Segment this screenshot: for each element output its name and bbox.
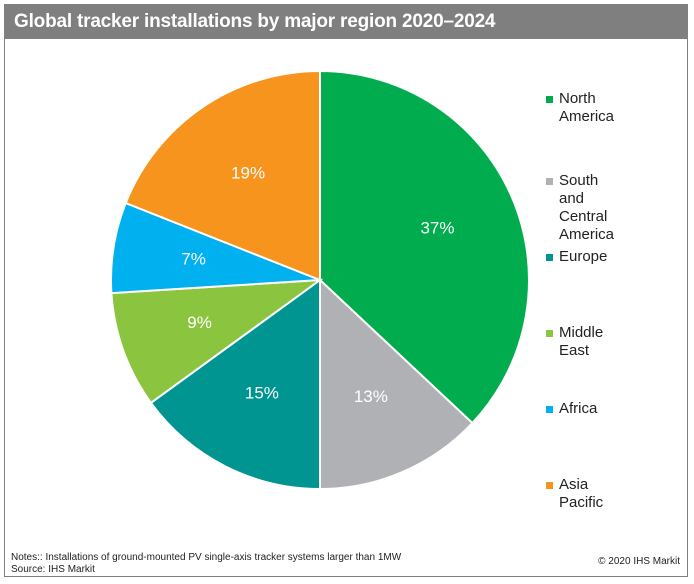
slice-label-asia-pacific: 19% bbox=[231, 164, 265, 183]
legend-label: South and Central America bbox=[559, 172, 615, 243]
legend-label: North America bbox=[559, 90, 615, 125]
slice-label-africa: 7% bbox=[181, 249, 206, 268]
pie-slice-north-america bbox=[319, 69, 530, 425]
legend-label: Middle East bbox=[559, 324, 604, 359]
slice-label-north-america: 37% bbox=[420, 219, 454, 238]
chart-title: Global tracker installations by major re… bbox=[14, 11, 496, 32]
title-bar: Global tracker installations by major re… bbox=[5, 5, 687, 39]
legend-item: South and Central America bbox=[546, 172, 614, 244]
legend-label: Europe bbox=[559, 248, 608, 265]
notes-text: Notes:: Installations of ground-mounted … bbox=[11, 552, 402, 563]
source-text: Source: IHS Markit bbox=[11, 564, 95, 575]
legend-swatch bbox=[546, 96, 553, 103]
legend-item: Africa bbox=[546, 400, 597, 418]
legend-item: Europe bbox=[546, 248, 607, 266]
legend-item: Middle East bbox=[546, 324, 603, 360]
legend-label: Africa bbox=[559, 400, 598, 417]
slice-label-europe: 15% bbox=[245, 384, 279, 403]
slice-label-middle-east: 9% bbox=[187, 313, 212, 332]
legend-label: Asia Pacific bbox=[559, 476, 604, 511]
chart-notes: Notes:: Installations of ground-mounted … bbox=[11, 552, 401, 576]
legend-swatch bbox=[546, 482, 553, 489]
pie-slice-europe bbox=[149, 278, 321, 491]
legend-item: Asia Pacific bbox=[546, 476, 603, 512]
legend-swatch bbox=[546, 178, 553, 185]
legend-swatch bbox=[546, 254, 553, 261]
legend-item: North America bbox=[546, 90, 614, 126]
slice-label-south-and-central-america: 13% bbox=[354, 387, 388, 406]
legend-swatch bbox=[546, 330, 553, 337]
pie-slice-asia-pacific bbox=[124, 69, 321, 282]
legend-swatch bbox=[546, 406, 553, 413]
pie-slice-south-and-central-america bbox=[319, 277, 474, 491]
copyright-text: © 2020 IHS Markit bbox=[598, 556, 680, 567]
pie-slice-middle-east bbox=[110, 278, 324, 405]
